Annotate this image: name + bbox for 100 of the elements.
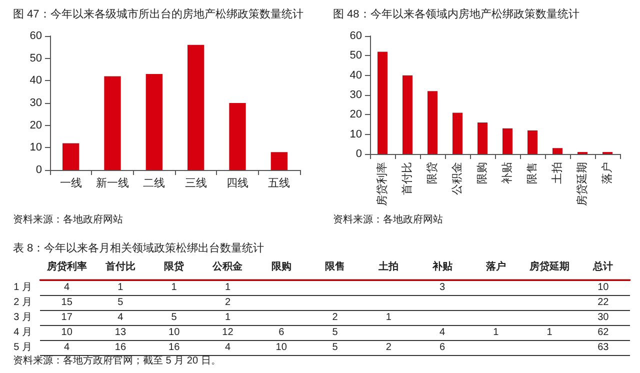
x-tick-label: 三线 (184, 176, 207, 190)
bar (104, 76, 121, 170)
data-label: 22 (598, 297, 610, 308)
x-tick-label: 房贷延期 (528, 260, 570, 272)
chart-title: 图 47：今年以来各级城市所出台的房地产松绑政策数量统计 (13, 8, 304, 20)
data-label: 1 (224, 312, 231, 323)
data-label: 4 (64, 282, 70, 293)
bar (428, 91, 438, 154)
x-tick-label: 土拍 (378, 260, 399, 272)
y-tick-label: 40 (30, 74, 42, 87)
data-label: 10 (276, 342, 288, 353)
y-tick-label: 0 (356, 148, 362, 160)
data-label: 2 (224, 297, 231, 308)
x-tick-label: 限贷 (164, 260, 184, 272)
x-tick-label: 限售 (526, 162, 538, 184)
y-tick-label: 5 月 (14, 342, 32, 353)
x-tick-label: 总计 (592, 260, 614, 272)
data-label: 5 (332, 342, 338, 353)
y-tick-label: 0 (36, 164, 42, 176)
bar (452, 112, 462, 154)
data-label: 6 (439, 342, 446, 353)
data-label: 10 (61, 327, 73, 338)
bar (229, 103, 246, 170)
bar (478, 122, 488, 154)
chart-title: 图 48：今年以来各领域内房地产松绑政策数量统计 (333, 8, 580, 20)
x-tick-label: 二线 (143, 176, 166, 190)
data-label: 1 (118, 282, 124, 293)
bar (146, 74, 162, 170)
y-tick-label: 30 (30, 97, 42, 109)
data-label: 2 (332, 312, 338, 323)
data-label: 1 (224, 282, 231, 293)
data-label: 3 (439, 282, 446, 293)
data-label: 1 (546, 327, 553, 338)
y-tick-label: 20 (350, 108, 362, 121)
x-tick-label: 首付比 (400, 162, 414, 195)
y-tick-label: 10 (350, 128, 362, 140)
data-label: 16 (114, 342, 126, 353)
y-tick-label: 30 (350, 89, 362, 101)
bar (528, 130, 538, 154)
bar (270, 152, 288, 170)
x-tick-label: 限购 (271, 260, 292, 272)
y-tick-label: 3 月 (14, 312, 32, 323)
y-tick-label: 2 月 (14, 297, 32, 308)
x-tick-label: 房贷利率 (376, 162, 388, 206)
data-label: 2 (386, 342, 392, 353)
data-label: 5 (171, 312, 178, 323)
data-label: 12 (222, 327, 234, 338)
y-tick-label: 40 (350, 69, 362, 82)
x-tick-label: 五线 (268, 176, 290, 190)
data-label: 5 (332, 327, 338, 338)
data-label: 1 (171, 282, 178, 293)
x-tick-label: 新一线 (96, 176, 129, 190)
data-label: 4 (118, 312, 124, 323)
bar (188, 44, 204, 170)
y-tick-label: 60 (350, 30, 362, 42)
data-label: 30 (598, 312, 610, 323)
data-label: 4 (439, 327, 446, 338)
data-label: 4 (224, 342, 231, 353)
x-tick-label: 落户 (600, 162, 614, 184)
x-tick-label: 房贷利率 (46, 260, 87, 272)
text: 资料来源：各地方政府官网；截至 5 月 20 日。 (13, 354, 221, 366)
bar (502, 128, 512, 154)
data-label: 13 (114, 327, 126, 338)
text: 资料来源：各地政府网站 (333, 214, 443, 226)
chart-title: 表 8：今年以来各月相关领域政策松绑出台数量统计 (13, 242, 264, 254)
x-tick-label: 限售 (325, 260, 345, 272)
data-label: 16 (168, 342, 180, 353)
y-tick-label: 20 (30, 119, 42, 132)
data-label: 10 (598, 282, 610, 293)
x-tick-label: 公积金 (212, 260, 244, 272)
x-tick-label: 四线 (226, 176, 248, 190)
x-tick-label: 公积金 (452, 162, 464, 195)
x-tick-label: 房贷延期 (576, 162, 588, 206)
bar (402, 75, 412, 154)
y-tick-label: 50 (30, 52, 42, 64)
y-tick-label: 50 (350, 50, 362, 62)
text: 资料来源：各地政府网站 (13, 214, 123, 226)
bar (552, 148, 562, 154)
y-tick-label: 60 (30, 30, 42, 42)
y-tick-label: 4 月 (14, 327, 32, 338)
x-tick-label: 首付比 (104, 260, 136, 272)
x-tick-label: 补贴 (431, 260, 452, 272)
x-tick-label: 补贴 (500, 162, 514, 184)
data-label: 62 (598, 327, 610, 338)
data-label: 1 (386, 312, 392, 323)
data-label: 17 (61, 312, 73, 323)
data-label: 1 (493, 327, 500, 338)
bar (378, 52, 388, 154)
x-tick-label: 落户 (484, 260, 506, 272)
data-label: 63 (598, 342, 610, 353)
x-tick-label: 一线 (60, 176, 82, 190)
data-label: 10 (168, 327, 180, 338)
data-label: 5 (118, 297, 124, 308)
data-label: 6 (278, 327, 285, 338)
data-label: 4 (64, 342, 70, 353)
y-tick-label: 1 月 (14, 282, 32, 293)
bar (62, 143, 80, 170)
x-tick-label: 土拍 (550, 162, 564, 184)
y-tick-label: 10 (30, 142, 42, 154)
data-label: 15 (61, 297, 73, 308)
